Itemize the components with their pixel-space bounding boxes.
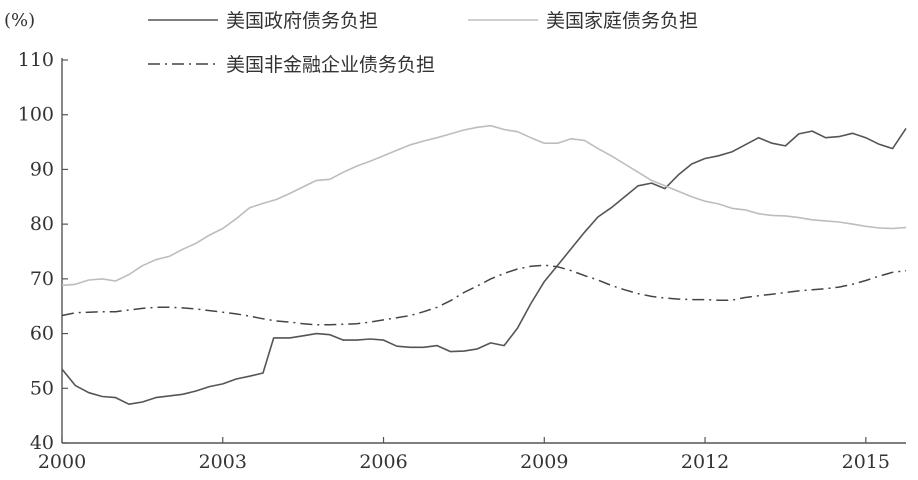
y-tick-label: 110 bbox=[18, 49, 54, 71]
y-tick-label: 80 bbox=[30, 213, 54, 235]
series-line-1 bbox=[62, 128, 906, 404]
series-line-3 bbox=[62, 265, 906, 325]
x-tick-label: 2012 bbox=[681, 451, 729, 473]
y-tick-label: 90 bbox=[30, 158, 54, 180]
x-tick-label: 2009 bbox=[520, 451, 568, 473]
y-tick-label: 100 bbox=[18, 104, 54, 126]
x-tick-label: 2000 bbox=[38, 451, 86, 473]
legend-label-3: 美国非金融企业债务负担 bbox=[226, 54, 435, 76]
x-tick-label: 2003 bbox=[199, 451, 247, 473]
y-tick-label: 50 bbox=[30, 377, 54, 399]
legend-label-1: 美国政府债务负担 bbox=[226, 10, 378, 32]
series-line-2 bbox=[62, 126, 906, 286]
y-unit-label: (%) bbox=[4, 10, 35, 31]
x-tick-label: 2015 bbox=[842, 451, 890, 473]
y-tick-label: 60 bbox=[30, 323, 54, 345]
x-tick-label: 2006 bbox=[359, 451, 407, 473]
series-layer bbox=[62, 126, 906, 405]
legend-label-2: 美国家庭债务负担 bbox=[546, 10, 698, 32]
y-tick-label: 70 bbox=[30, 268, 54, 290]
